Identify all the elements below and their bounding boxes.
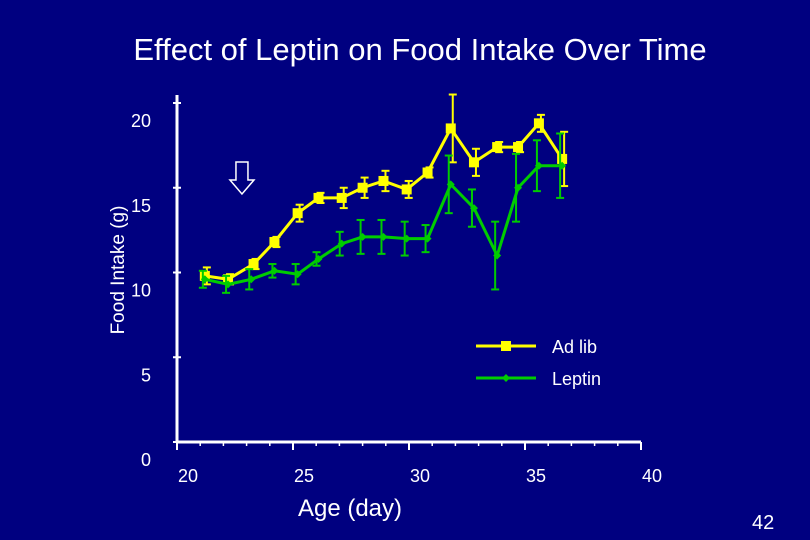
data-point: [558, 161, 567, 170]
data-point: [534, 161, 543, 170]
data-point: [402, 234, 411, 243]
x-tick-label: 30: [410, 466, 430, 486]
data-point: [468, 157, 479, 168]
x-tick-label: 20: [178, 466, 198, 486]
data-point: [270, 266, 279, 275]
x-tick-label: 25: [294, 466, 314, 486]
legend-label: Ad lib: [552, 337, 597, 357]
data-point: [269, 236, 280, 247]
data-point: [223, 274, 234, 285]
data-point: [493, 251, 502, 260]
x-tick-label: 40: [642, 466, 662, 486]
y-tick-label: 5: [141, 365, 151, 385]
data-point: [357, 182, 368, 193]
x-axis-title: Age (day): [298, 495, 402, 522]
legend-item: Leptin: [476, 369, 601, 389]
data-point: [292, 208, 303, 219]
page-number: 42: [752, 512, 775, 534]
data-point: [492, 142, 503, 153]
series-ad-lib: [199, 93, 569, 286]
data-point: [358, 232, 367, 241]
data-point: [469, 204, 478, 213]
legend: Ad lib Leptin: [476, 337, 601, 389]
data-point: [313, 192, 324, 203]
data-point: [514, 183, 523, 192]
x-tick-label: 35: [526, 466, 546, 486]
down-arrow-icon: [228, 161, 256, 196]
y-tick-label: 10: [131, 281, 151, 301]
legend-label: Leptin: [552, 369, 601, 389]
y-axis-title: Food Intake (g): [108, 206, 129, 335]
legend-item: Ad lib: [476, 337, 597, 357]
data-point: [314, 254, 323, 263]
data-point: [445, 123, 456, 134]
series-line: [204, 120, 564, 281]
data-point: [401, 184, 412, 195]
data-point: [533, 118, 544, 129]
data-point: [446, 180, 455, 189]
data-point: [200, 275, 209, 284]
legend-marker: [502, 374, 510, 382]
data-point: [422, 167, 433, 178]
slide-title: Effect of Leptin on Food Intake Over Tim…: [133, 32, 707, 67]
series-leptin: [198, 132, 567, 294]
data-point: [379, 232, 388, 241]
data-point: [224, 280, 233, 289]
y-tick-label: 15: [131, 196, 151, 216]
data-point: [247, 275, 256, 284]
data-point: [293, 270, 302, 279]
data-point: [423, 234, 432, 243]
data-point: [248, 259, 259, 270]
legend-marker: [501, 341, 511, 351]
data-point: [513, 142, 524, 153]
data-point: [557, 153, 568, 164]
y-tick-label: 0: [141, 450, 151, 470]
y-tick-label: 20: [131, 111, 151, 131]
data-point: [336, 192, 347, 203]
data-point: [378, 175, 389, 186]
data-point: [337, 239, 346, 248]
